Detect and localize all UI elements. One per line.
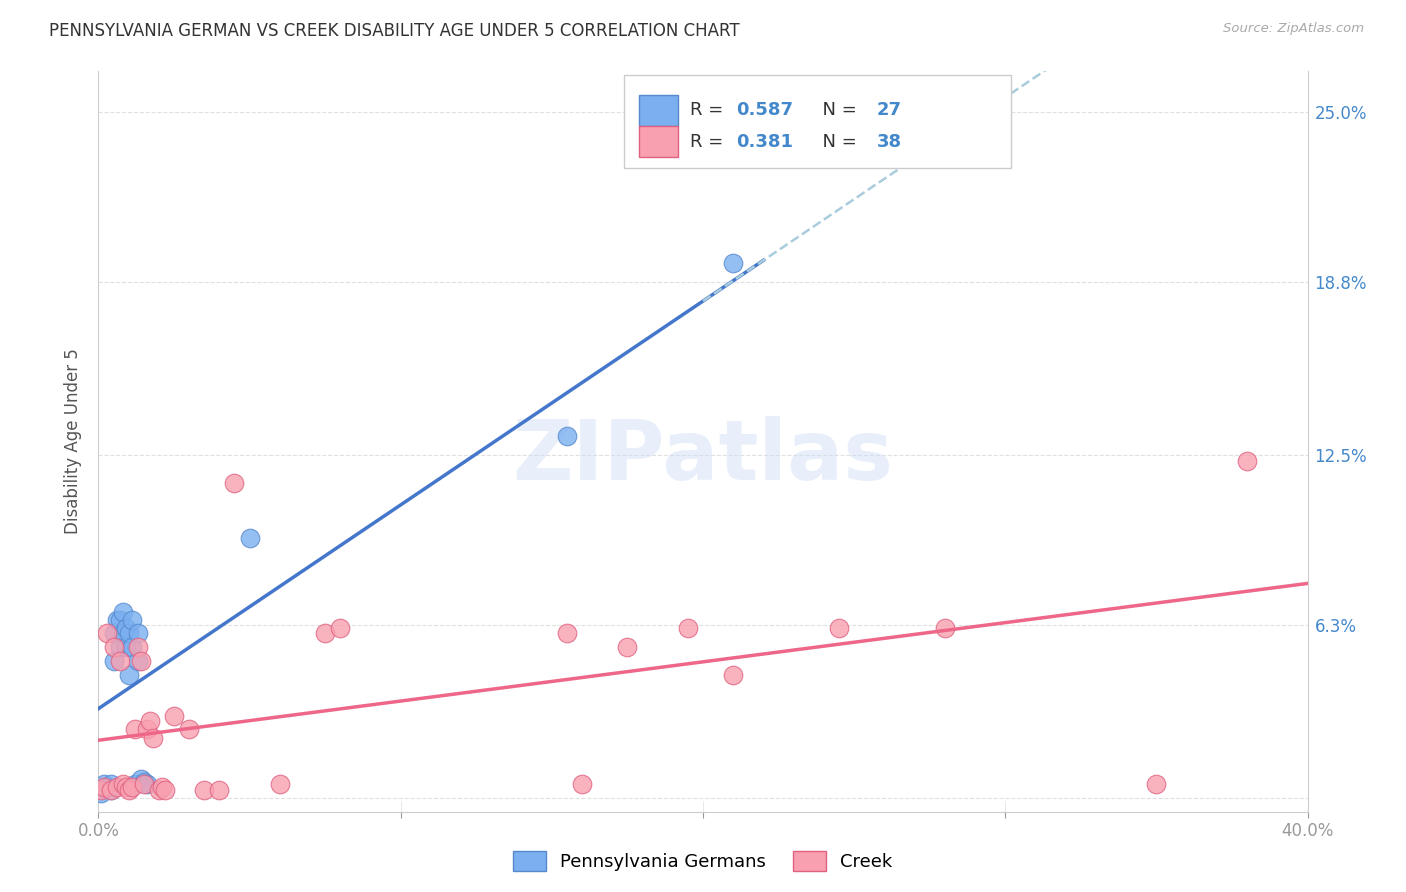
Point: [135, 723, 157, 737]
Point: [90, 782, 112, 797]
Point: [269, 777, 291, 791]
Point: [129, 772, 152, 786]
Point: [142, 731, 165, 745]
Point: [1236, 454, 1258, 468]
Point: [934, 621, 956, 635]
Point: [96, 626, 118, 640]
Legend: Pennsylvania Germans, Creek: Pennsylvania Germans, Creek: [506, 844, 900, 879]
Point: [118, 626, 141, 640]
Point: [111, 605, 134, 619]
Bar: [638, 95, 678, 126]
Point: [121, 780, 143, 794]
Point: [100, 777, 122, 791]
Point: [108, 640, 131, 655]
Point: [105, 780, 128, 794]
Point: [127, 640, 149, 655]
Text: ZIPatlas: ZIPatlas: [513, 416, 893, 497]
Text: 0.381: 0.381: [735, 133, 793, 151]
Point: [111, 777, 134, 791]
Point: [723, 256, 745, 270]
Point: [103, 640, 125, 655]
Point: [150, 780, 173, 794]
Point: [135, 777, 157, 791]
Point: [100, 782, 122, 797]
Point: [208, 782, 231, 797]
Point: [127, 626, 149, 640]
Point: [105, 613, 128, 627]
Point: [224, 475, 246, 490]
Point: [93, 777, 115, 791]
Bar: [638, 126, 678, 157]
Point: [90, 785, 112, 799]
Point: [132, 777, 155, 791]
Point: [96, 780, 118, 794]
Point: [100, 782, 122, 797]
Point: [239, 531, 262, 545]
Text: N =: N =: [811, 133, 862, 151]
Point: [828, 621, 851, 635]
Text: 38: 38: [877, 133, 903, 151]
Text: 27: 27: [877, 101, 903, 120]
Point: [93, 780, 115, 794]
Point: [329, 621, 352, 635]
Point: [118, 667, 141, 681]
Text: PENNSYLVANIA GERMAN VS CREEK DISABILITY AGE UNDER 5 CORRELATION CHART: PENNSYLVANIA GERMAN VS CREEK DISABILITY …: [49, 22, 740, 40]
Point: [118, 782, 141, 797]
Point: [1144, 777, 1167, 791]
Point: [108, 613, 131, 627]
Point: [153, 782, 176, 797]
Point: [193, 782, 215, 797]
Point: [121, 613, 143, 627]
Point: [139, 714, 162, 729]
Point: [121, 640, 143, 655]
Point: [103, 626, 125, 640]
Point: [103, 654, 125, 668]
Point: [114, 621, 136, 635]
Point: [676, 621, 699, 635]
Point: [616, 640, 638, 655]
Point: [555, 429, 578, 443]
Point: [314, 626, 336, 640]
Point: [163, 708, 186, 723]
FancyBboxPatch shape: [624, 75, 1011, 168]
Text: R =: R =: [690, 101, 728, 120]
Point: [108, 654, 131, 668]
Point: [111, 626, 134, 640]
Point: [127, 654, 149, 668]
Point: [132, 774, 155, 789]
Text: Source: ZipAtlas.com: Source: ZipAtlas.com: [1223, 22, 1364, 36]
Point: [114, 640, 136, 655]
Text: N =: N =: [811, 101, 862, 120]
Point: [114, 780, 136, 794]
Point: [148, 782, 170, 797]
Point: [571, 777, 593, 791]
Point: [723, 667, 745, 681]
Point: [124, 777, 146, 791]
Y-axis label: Disability Age Under 5: Disability Age Under 5: [65, 349, 83, 534]
Point: [179, 723, 201, 737]
Point: [129, 654, 152, 668]
Text: 0.587: 0.587: [735, 101, 793, 120]
Text: R =: R =: [690, 133, 728, 151]
Point: [124, 723, 146, 737]
Point: [555, 626, 578, 640]
